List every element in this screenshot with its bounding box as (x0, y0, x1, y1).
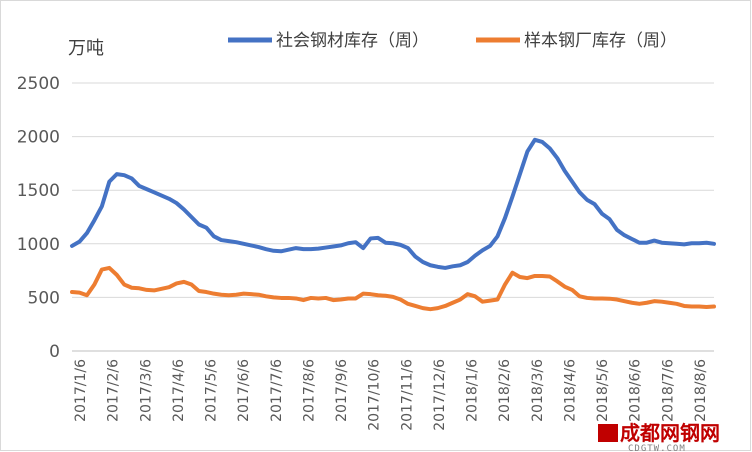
series-line-mill-stock (70, 265, 716, 312)
watermark-logo-icon (598, 424, 618, 442)
x-tick-label: 2017/4/6 (171, 359, 187, 422)
watermark-subtext: CDGTW.COM (628, 444, 686, 452)
y-tick-label: 0 (49, 342, 60, 362)
x-tick-label: 2017/3/6 (138, 359, 154, 422)
series-line-social-stock (70, 137, 716, 270)
x-tick-label: 2017/10/6 (367, 359, 383, 431)
watermark-text: 成都网钢网 (620, 421, 720, 445)
gridlines (72, 82, 714, 352)
y-axis-ticks: 0 500 1000 1500 2000 2500 (17, 74, 60, 362)
y-tick-label: 2000 (17, 128, 60, 148)
series-lines (70, 137, 716, 312)
y-axis-unit-label: 万吨 (68, 38, 104, 59)
x-tick-label: 2017/9/6 (334, 359, 350, 422)
x-tick-label: 2018/3/6 (530, 359, 546, 422)
x-tick-label: 2017/2/6 (106, 359, 122, 422)
x-tick-label: 2017/8/6 (301, 359, 317, 422)
x-tick-label: 2017/7/6 (269, 359, 285, 422)
x-tick-label: 2018/8/6 (693, 359, 709, 422)
x-axis-ticks: 2017/1/6 2017/2/6 2017/3/6 2017/4/6 2017/5/6… (73, 359, 709, 431)
x-tick-label: 2018/6/6 (628, 359, 644, 422)
legend-label-mill-stock: 样本钢厂库存（周） (524, 31, 677, 51)
y-tick-label: 500 (28, 288, 60, 308)
x-tick-label: 2018/2/6 (497, 359, 513, 422)
legend: 社会钢材库存（周） 样本钢厂库存（周） (228, 31, 677, 51)
x-tick-label: 2018/7/6 (660, 359, 676, 422)
x-tick-label: 2017/11/6 (399, 359, 415, 431)
x-tick-label: 2018/4/6 (562, 359, 578, 422)
legend-label-social-stock: 社会钢材库存（周） (276, 31, 429, 51)
x-tick-label: 2017/1/6 (73, 359, 89, 422)
x-tick-label: 2017/6/6 (236, 359, 252, 422)
x-tick-label: 2018/1/6 (465, 359, 481, 422)
x-tick-label: 2017/5/6 (204, 359, 220, 422)
y-tick-label: 1000 (17, 235, 60, 255)
y-tick-label: 2500 (17, 74, 60, 94)
y-tick-label: 1500 (17, 181, 60, 201)
watermark: 成都网钢网 CDGTW.COM (598, 421, 720, 452)
x-tick-label: 2018/5/6 (595, 359, 611, 422)
x-tick-label: 2017/12/6 (432, 359, 448, 431)
